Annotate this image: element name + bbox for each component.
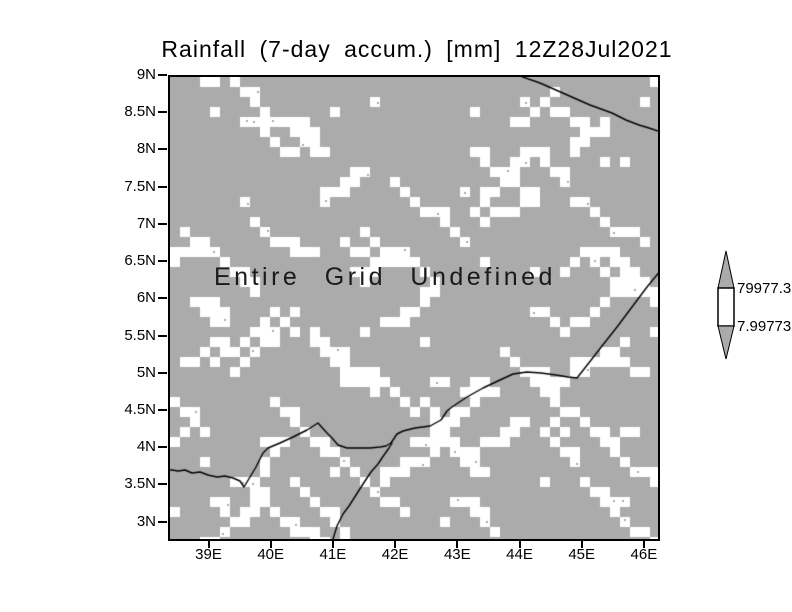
latitude-tick-mark: [158, 408, 167, 411]
latitude-tick-mark: [158, 334, 167, 337]
longitude-tick-mark: [518, 541, 521, 548]
latitude-tick-mark: [158, 148, 167, 151]
latitude-tick-mark: [158, 297, 167, 300]
map-plot-area: Entire Grid Undefined: [168, 75, 660, 541]
longitude-tick-mark: [207, 541, 210, 548]
longitude-tick-label: 41E: [319, 546, 347, 563]
longitude-tick-label: 45E: [568, 546, 596, 563]
latitude-tick-label: 6.5N: [124, 252, 156, 270]
longitude-tick-mark: [394, 541, 397, 548]
latitude-tick-label: 5N: [136, 363, 156, 381]
longitude-tick-label: 42E: [381, 546, 409, 563]
latitude-tick-mark: [158, 446, 167, 449]
longitude-tick-label: 39E: [195, 546, 222, 563]
colorbar-lower-triangle-icon: [717, 325, 735, 360]
longitude-tick-label: 46E: [630, 546, 658, 563]
latitude-tick-mark: [158, 185, 167, 188]
latitude-tick-label: 8N: [136, 140, 156, 158]
colorbar-max-label: 79977.3: [737, 280, 792, 297]
latitude-tick-mark: [158, 222, 167, 225]
plot-title: Rainfall (7-day accum.) [mm] 12Z28Jul202…: [161, 36, 673, 62]
latitude-tick-label: 4.5N: [124, 400, 156, 418]
longitude-tick-label: 44E: [506, 546, 533, 563]
latitude-tick-mark: [158, 483, 167, 486]
latitude-tick-mark: [158, 371, 167, 374]
latitude-tick-label: 4N: [136, 438, 156, 456]
colorbar-legend: [717, 250, 735, 360]
longitude-tick-mark: [580, 541, 583, 548]
latitude-tick-mark: [158, 74, 167, 76]
latitude-tick-label: 3.5N: [124, 475, 156, 493]
longitude-tick-label: 43E: [443, 546, 471, 563]
latitude-tick-label: 7N: [136, 214, 156, 232]
colorbar-min-label: 7.99773: [737, 318, 792, 335]
longitude-tick-mark: [269, 541, 272, 548]
latitude-tick-label: 6N: [136, 289, 156, 307]
latitude-tick-label: 9N: [136, 66, 156, 83]
longitude-tick-mark: [331, 541, 334, 548]
longitude-tick-label: 40E: [257, 546, 285, 563]
colorbar-box: [717, 287, 735, 327]
longitude-tick-mark: [642, 541, 645, 548]
map-canvas: [170, 77, 658, 539]
latitude-tick-mark: [158, 260, 167, 263]
latitude-tick-label: 8.5N: [124, 103, 156, 121]
latitude-tick-mark: [158, 111, 167, 114]
latitude-tick-mark: [158, 520, 167, 523]
latitude-tick-label: 3N: [136, 512, 156, 530]
longitude-tick-mark: [456, 541, 459, 548]
grid-undefined-annotation: Entire Grid Undefined: [214, 263, 556, 291]
latitude-tick-label: 7.5N: [124, 177, 156, 195]
latitude-tick-label: 5.5N: [124, 326, 156, 344]
colorbar-upper-triangle-icon: [717, 250, 735, 289]
